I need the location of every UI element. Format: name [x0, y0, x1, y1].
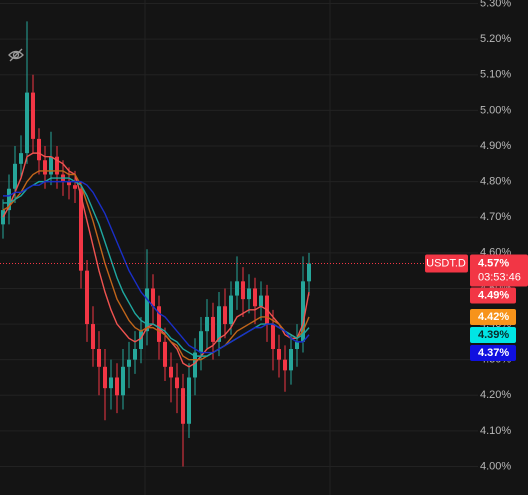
candle-body: [19, 153, 23, 164]
candle-body: [139, 331, 143, 349]
candle-body: [151, 288, 155, 307]
candle-body: [13, 163, 17, 189]
candle-body: [49, 156, 53, 175]
candle-body: [97, 348, 101, 367]
price-badge: [470, 254, 528, 287]
moving-averages: [2, 152, 310, 368]
y-tick-label: 5.00%: [480, 104, 511, 116]
candle-body: [283, 359, 287, 371]
indicator-label: 4.49%: [478, 289, 509, 301]
y-tick-label: 4.70%: [480, 211, 511, 223]
candle-body: [241, 281, 245, 300]
moving-average-line: [3, 177, 310, 357]
candle-body: [115, 377, 119, 396]
candle-body: [175, 377, 179, 389]
candle-body: [127, 359, 131, 367]
candle-body: [223, 306, 227, 325]
candle-body: [103, 366, 107, 389]
y-tick-label: 4.00%: [480, 460, 511, 472]
candle-body: [193, 352, 197, 378]
candle-body: [31, 92, 35, 139]
indicator-label: 4.37%: [478, 347, 509, 359]
candle-body: [91, 324, 95, 349]
y-tick-label: 4.80%: [480, 176, 511, 188]
candle-body: [133, 348, 137, 360]
countdown-label: 03:53:46: [478, 271, 521, 283]
candle-body: [121, 366, 125, 396]
y-tick-label: 5.30%: [480, 0, 511, 9]
candle-body: [205, 316, 209, 332]
candle-body: [235, 281, 239, 296]
candle-body: [259, 295, 263, 307]
candle-body: [157, 306, 161, 342]
price-label: 4.57%: [478, 257, 509, 269]
indicator-badge: [470, 326, 516, 343]
symbol-label: USDT.D: [426, 257, 466, 269]
candle-body: [109, 377, 113, 389]
candle-body: [79, 188, 83, 271]
candle-body: [85, 270, 89, 325]
candle-body: [229, 295, 233, 325]
candle-body: [211, 316, 215, 342]
y-tick-label: 4.10%: [480, 425, 511, 437]
candle-body: [289, 348, 293, 371]
candle-body: [145, 288, 149, 332]
candle-body: [43, 160, 47, 175]
candle-body: [295, 341, 299, 349]
candle-body: [7, 188, 11, 211]
moving-average-line: [3, 180, 310, 354]
candle-body: [25, 92, 29, 154]
candle-body: [307, 263, 311, 282]
y-tick-label: 4.20%: [480, 389, 511, 401]
candle-body: [181, 388, 185, 424]
eye-slash: [9, 48, 23, 62]
indicator-label: 4.39%: [478, 329, 509, 341]
hide-icon[interactable]: [8, 48, 24, 62]
candle-body: [271, 324, 275, 349]
candle-body: [247, 288, 251, 300]
indicator-label: 4.42%: [478, 311, 509, 323]
candles: [1, 21, 311, 467]
candle-body: [55, 156, 59, 175]
candle-body: [277, 348, 281, 360]
candle-body: [187, 377, 191, 424]
indicator-badge: [470, 308, 516, 325]
indicator-badge: [470, 287, 516, 304]
moving-average-line: [2, 170, 310, 361]
candle-body: [73, 185, 77, 189]
candle-body: [253, 288, 257, 307]
symbol-badge: [425, 254, 468, 273]
candle-body: [169, 366, 173, 378]
candle-body: [67, 181, 71, 186]
candle-body: [37, 138, 41, 161]
y-tick-label: 5.10%: [480, 69, 511, 81]
price-badges: USDT.D 4.57% 03:53:46 4.49% 4.42% 4.39% 4.37%: [0, 254, 528, 361]
candle-body: [217, 306, 221, 342]
candle-body: [163, 341, 167, 367]
candle-body: [199, 331, 203, 353]
indicator-badge: [470, 344, 516, 361]
eye-pupil: [12, 51, 20, 59]
y-tick-label: 4.90%: [480, 140, 511, 152]
candle-body: [301, 281, 305, 342]
y-tick-label: 5.20%: [480, 33, 511, 45]
